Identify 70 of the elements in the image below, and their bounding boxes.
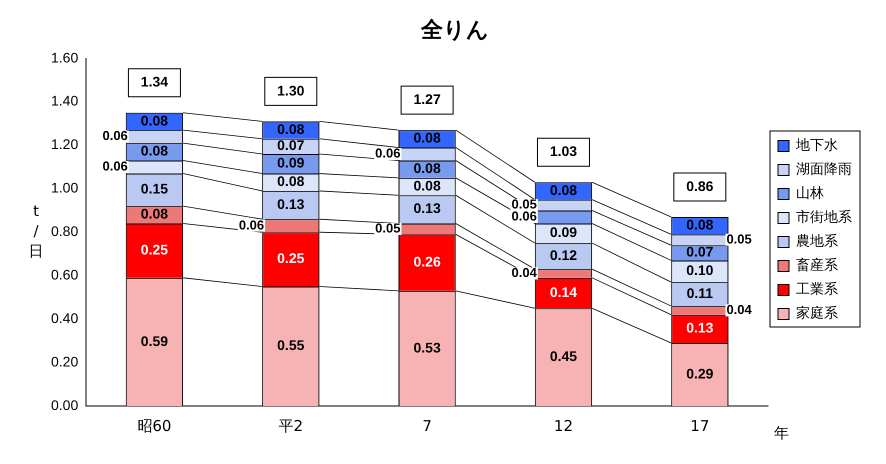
y-tick-label: 1.60 [51, 49, 78, 66]
total-label: 1.34 [140, 74, 168, 90]
total-label: 1.27 [414, 90, 441, 107]
data-label: 0.25 [277, 250, 305, 266]
legend-label: 畜産系 [796, 256, 838, 274]
data-label: 0.06 [102, 128, 128, 144]
x-tick-label: 平2 [278, 416, 304, 435]
y-tick-label: 0.40 [51, 310, 78, 326]
legend-label: 家庭系 [796, 306, 838, 322]
x-tick-label: 7 [422, 416, 432, 435]
data-label: 0.11 [686, 284, 714, 301]
x-tick-label: 17 [690, 416, 710, 435]
data-label: 0.08 [140, 142, 168, 159]
data-label: 0.04 [726, 302, 753, 317]
y-tick-label: 0.80 [51, 223, 78, 240]
data-label: 0.45 [550, 348, 578, 364]
data-label: 0.07 [277, 137, 305, 154]
y-tick-label: 0.60 [51, 266, 78, 283]
total-label: 0.86 [686, 178, 714, 194]
data-label: 0.08 [140, 206, 168, 222]
data-label: 0.29 [686, 365, 714, 382]
data-label: 0.12 [550, 246, 578, 263]
total-label: 1.03 [550, 143, 578, 160]
data-label: 0.15 [140, 180, 168, 197]
data-label: 0.05 [375, 220, 400, 236]
legend-label: 市街地系 [796, 210, 852, 226]
x-tick-label: 昭60 [137, 416, 172, 435]
data-label: 0.25 [140, 242, 168, 258]
data-label: 0.06 [238, 217, 264, 232]
data-label: 0.14 [550, 284, 578, 300]
data-label: 0.08 [140, 112, 168, 128]
y-tick-label: 1.00 [51, 180, 78, 196]
data-label: 0.06 [512, 208, 537, 224]
data-label: 0.06 [375, 146, 400, 161]
data-label: 0.05 [726, 231, 752, 246]
data-label: 0.08 [686, 216, 714, 233]
data-label: 0.08 [414, 160, 441, 176]
data-label: 0.13 [686, 320, 714, 336]
data-label: 0.08 [414, 177, 441, 194]
x-axis-title: 年 [774, 424, 789, 442]
legend-label: 山林 [796, 186, 824, 202]
data-label: 0.05 [512, 196, 537, 212]
y-tick-label: 1.20 [51, 136, 78, 152]
data-label: 0.04 [512, 265, 538, 280]
legend-label: 湖面降雨 [796, 162, 852, 178]
data-label: 0.08 [414, 130, 441, 146]
data-label: 0.09 [550, 224, 578, 240]
data-label: 0.08 [277, 120, 305, 137]
data-label: 0.06 [102, 158, 128, 174]
data-label: 0.13 [277, 196, 305, 212]
data-label: 0.55 [277, 337, 305, 354]
data-label: 0.07 [686, 244, 714, 260]
data-label: 0.59 [140, 332, 168, 349]
legend-label: 農地系 [796, 234, 838, 250]
total-label: 1.30 [277, 82, 305, 98]
data-label: 0.26 [414, 253, 441, 270]
data-label: 0.09 [277, 154, 305, 171]
y-axis-title: t/日 [28, 202, 44, 260]
y-tick-label: 0.00 [51, 396, 78, 413]
legend-label: 地下水 [795, 138, 838, 154]
data-label: 0.10 [686, 262, 714, 278]
x-tick-label: 12 [554, 416, 574, 435]
legend-label: 工業系 [796, 282, 838, 298]
y-tick-label: 1.40 [51, 92, 78, 109]
data-label: 0.08 [277, 173, 305, 190]
chart-title: 全りん [420, 18, 489, 43]
data-label: 0.13 [414, 200, 441, 216]
y-tick-label: 0.20 [51, 353, 78, 370]
data-label: 0.53 [414, 339, 441, 356]
data-label: 0.08 [550, 182, 578, 198]
